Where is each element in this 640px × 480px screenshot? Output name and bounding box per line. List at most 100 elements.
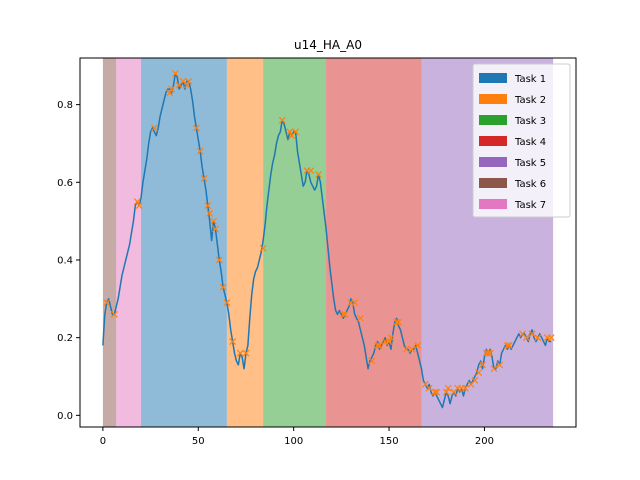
data-marker (484, 349, 492, 357)
series-line-0 (102, 72, 552, 409)
data-marker (307, 167, 315, 175)
data-marker (110, 310, 118, 318)
data-marker (171, 70, 179, 77)
data-marker (475, 369, 483, 377)
chart-title: u14_HA_A0 (294, 38, 362, 52)
data-series (102, 72, 552, 409)
data-marker (357, 314, 364, 322)
data-marker (496, 361, 504, 369)
y-tick-label: 0.2 (57, 333, 73, 344)
data-marker (185, 77, 193, 85)
data-marker (278, 116, 286, 124)
data-marker (135, 202, 143, 210)
task-region-task-4 (326, 58, 422, 427)
data-marker (103, 299, 111, 307)
data-marker (286, 128, 294, 136)
legend-label: Task 5 (514, 158, 546, 169)
legend-label: Task 7 (514, 200, 546, 211)
task-region-task-6 (102, 58, 117, 427)
data-marker (133, 198, 141, 206)
data-marker (368, 357, 376, 365)
data-marker (210, 217, 217, 225)
task-region-task-7 (116, 58, 142, 427)
x-tick-label: 200 (475, 436, 494, 447)
data-marker (196, 147, 204, 155)
data-marker (534, 334, 542, 342)
data-marker (192, 124, 200, 132)
legend-label: Task 1 (514, 74, 546, 85)
data-marker (292, 128, 299, 136)
legend-swatch (479, 136, 507, 146)
data-marker (215, 256, 223, 264)
data-marker (166, 89, 174, 97)
data-marker (503, 342, 511, 349)
data-marker (374, 342, 382, 349)
data-marker (168, 85, 175, 93)
data-marker (414, 342, 422, 349)
legend-swatch (479, 178, 507, 188)
legend: Task 1 Task 2 Task 3 Task 4 Task 5 Task 6 Task… (472, 63, 571, 218)
data-marker (442, 388, 450, 396)
legend-label: Task 2 (514, 95, 546, 106)
legend-swatch (479, 94, 507, 104)
data-markers (103, 70, 555, 396)
data-marker (376, 342, 383, 349)
data-marker (486, 349, 494, 357)
plot-frame (79, 57, 577, 428)
data-marker (183, 81, 191, 89)
legend-swatch (479, 157, 507, 167)
data-marker (393, 318, 401, 326)
data-marker (200, 174, 208, 182)
data-marker (212, 225, 219, 233)
x-tick-label: 150 (379, 436, 398, 447)
data-marker (387, 334, 395, 342)
x-axis: 0 50 100 150 200 (100, 427, 494, 447)
task-region-task-1 (141, 58, 227, 427)
data-marker (385, 338, 393, 345)
data-marker (408, 345, 416, 353)
data-marker (259, 244, 267, 252)
y-tick-label: 0.0 (57, 411, 73, 422)
data-marker (433, 388, 441, 396)
y-tick-label: 0.8 (57, 100, 73, 111)
task-region-task-2 (226, 58, 264, 427)
data-marker (431, 388, 439, 396)
data-marker (315, 171, 322, 178)
data-marker (461, 384, 469, 392)
y-tick-label: 0.6 (57, 178, 73, 189)
legend-swatch (479, 73, 507, 83)
data-marker (351, 299, 359, 307)
data-marker (236, 349, 244, 357)
data-marker (505, 342, 513, 349)
x-tick-label: 50 (192, 436, 205, 447)
y-tick-label: 0.4 (57, 255, 73, 266)
data-marker (490, 365, 498, 373)
data-marker (471, 376, 479, 384)
data-marker (425, 384, 433, 392)
data-marker (206, 209, 214, 217)
legend-label: Task 3 (514, 116, 546, 127)
data-marker (528, 330, 536, 338)
data-marker (547, 334, 555, 342)
legend-swatch (479, 115, 507, 125)
x-tick-label: 100 (284, 436, 303, 447)
data-marker (204, 202, 212, 210)
data-marker (479, 361, 486, 369)
legend-label: Task 6 (514, 179, 546, 190)
legend-label: Task 4 (514, 137, 546, 148)
data-marker (150, 124, 158, 132)
data-marker (522, 334, 530, 342)
data-marker (444, 384, 452, 392)
data-marker (219, 283, 227, 291)
x-tick-label: 0 (100, 436, 106, 447)
data-marker (395, 318, 403, 326)
data-marker (402, 345, 410, 353)
legend-swatch (479, 199, 507, 209)
data-marker (341, 310, 349, 318)
data-marker (223, 299, 231, 307)
task-region-task-3 (263, 58, 327, 427)
data-marker (229, 338, 237, 345)
data-marker (339, 310, 347, 318)
y-axis: 0.0 0.2 0.4 0.6 0.8 (57, 100, 80, 422)
